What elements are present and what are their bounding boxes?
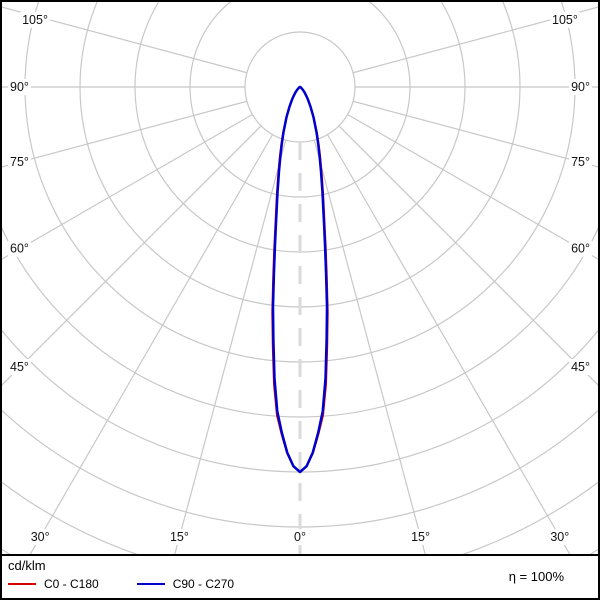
svg-text:60°: 60° <box>571 242 590 256</box>
efficiency-label: η = 100% <box>508 569 564 584</box>
legend-item-c0-c180-label: C0 - C180 <box>44 577 99 591</box>
svg-text:30°: 30° <box>31 530 50 544</box>
svg-text:45°: 45° <box>571 360 590 374</box>
legend-items: C0 - C180 C90 - C270 <box>8 577 592 591</box>
svg-text:105°: 105° <box>552 13 578 27</box>
units-label: cd/klm <box>8 558 46 573</box>
svg-text:15°: 15° <box>170 530 189 544</box>
svg-text:0°: 0° <box>294 530 306 544</box>
legend-item-c90-c270-label: C90 - C270 <box>172 577 235 591</box>
legend-item-c90-c270: C90 - C270 <box>136 577 235 591</box>
svg-text:90°: 90° <box>571 80 590 94</box>
svg-text:15°: 15° <box>411 530 430 544</box>
legend: cd/klm C0 - C180 C90 - C270 η = 100% <box>2 554 598 598</box>
svg-text:75°: 75° <box>571 155 590 169</box>
svg-text:75°: 75° <box>10 155 29 169</box>
svg-text:60°: 60° <box>10 242 29 256</box>
c90-c270-line-swatch <box>136 583 165 585</box>
svg-text:45°: 45° <box>10 360 29 374</box>
svg-text:90°: 90° <box>10 80 29 94</box>
c0-c180-line-swatch <box>8 583 36 585</box>
legend-item-c0-c180: C0 - C180 <box>8 577 99 591</box>
svg-text:30°: 30° <box>550 530 569 544</box>
svg-text:105°: 105° <box>22 13 48 27</box>
polar-intensity-chart: 0° 15° 15° 30° 30° 45° 45° 60° 60° 75° 75° 90° 90° 10… <box>2 2 598 554</box>
